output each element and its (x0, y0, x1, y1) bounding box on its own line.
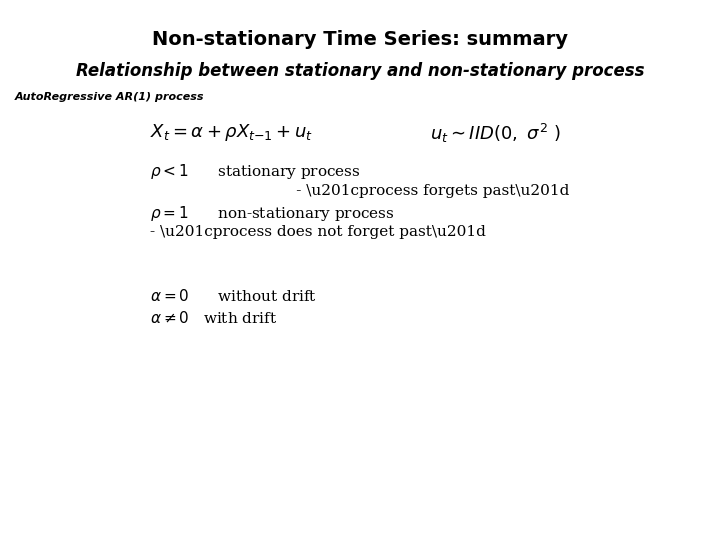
Text: $u_t \sim IID(0,\ \sigma^2\ )$: $u_t \sim IID(0,\ \sigma^2\ )$ (430, 122, 561, 145)
Text: $\alpha = 0$      without drift: $\alpha = 0$ without drift (150, 288, 317, 304)
Text: $\alpha \neq 0$   with drift: $\alpha \neq 0$ with drift (150, 310, 277, 326)
Text: Non-stationary Time Series: summary: Non-stationary Time Series: summary (152, 30, 568, 49)
Text: - \u201cprocess does not forget past\u201d: - \u201cprocess does not forget past\u20… (150, 225, 486, 239)
Text: Relationship between stationary and non-stationary process: Relationship between stationary and non-… (76, 62, 644, 80)
Text: AutoRegressive AR(1) process: AutoRegressive AR(1) process (15, 92, 204, 102)
Text: $\rho = 1$      non-stationary process: $\rho = 1$ non-stationary process (150, 204, 395, 223)
Text: - \u201cprocess forgets past\u201d: - \u201cprocess forgets past\u201d (150, 184, 570, 198)
Text: $\rho < 1$      stationary process: $\rho < 1$ stationary process (150, 162, 361, 181)
Text: $X_t = \alpha + \rho X_{t\mathit{-}1} + u_t$: $X_t = \alpha + \rho X_{t\mathit{-}1} + … (150, 122, 313, 143)
